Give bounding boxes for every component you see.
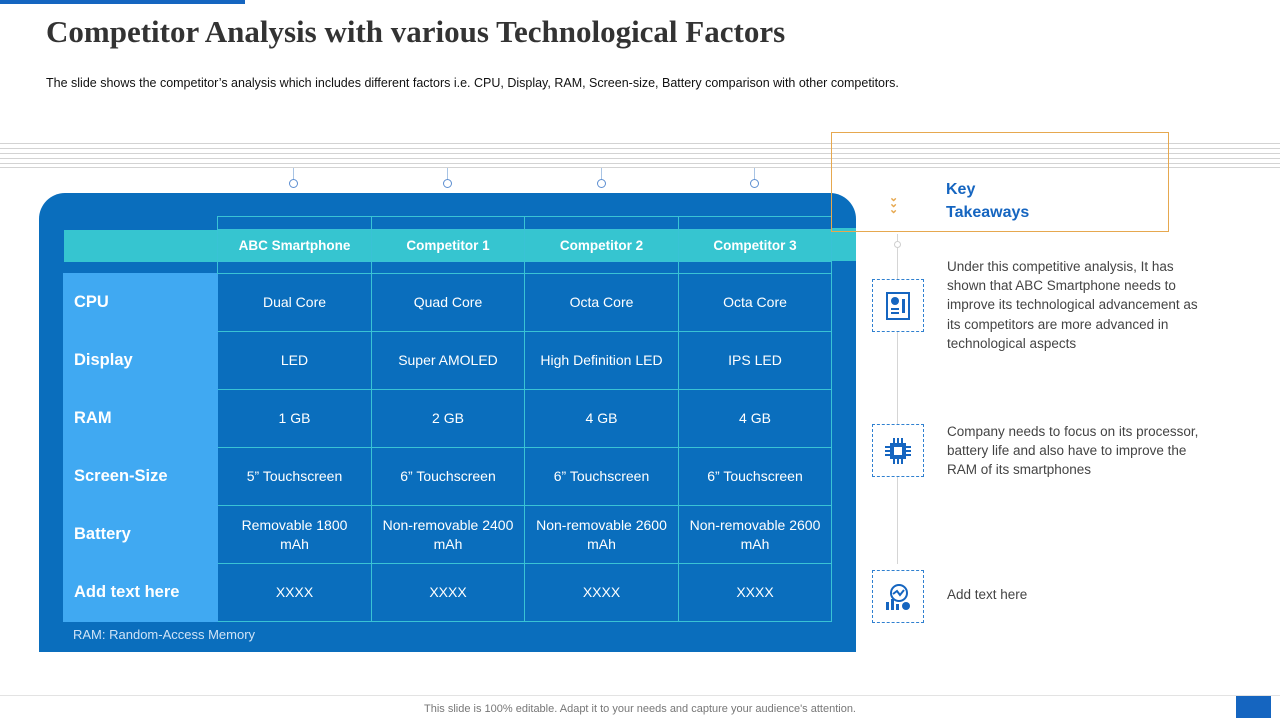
table-cell: 1 GB bbox=[217, 389, 372, 448]
table-cell: 6” Touchscreen bbox=[371, 447, 525, 506]
comparison-table: ABC Smartphone Competitor 1 Competitor 2… bbox=[63, 216, 832, 622]
report-icon bbox=[872, 279, 924, 332]
decorative-lines bbox=[0, 143, 1280, 168]
table-cell: Non-removable 2600 mAh bbox=[678, 505, 832, 564]
table-row: Screen-Size 5” Touchscreen 6” Touchscree… bbox=[63, 447, 832, 506]
column-header: Competitor 2 bbox=[524, 229, 679, 262]
table-cell: Non-removable 2600 mAh bbox=[524, 505, 679, 564]
column-pin-dot bbox=[750, 179, 759, 188]
column-header: Competitor 1 bbox=[371, 229, 525, 262]
table-cell: XXXX bbox=[217, 563, 372, 622]
page-subtitle: The slide shows the competitor’s analysi… bbox=[46, 76, 899, 90]
key-takeaways-heading-line1: Key bbox=[946, 181, 976, 198]
page-title: Competitor Analysis with various Technol… bbox=[46, 14, 786, 49]
table-row: Add text here XXXX XXXX XXXX XXXX bbox=[63, 563, 832, 622]
table-cell: Octa Core bbox=[524, 273, 679, 332]
table-cell: Dual Core bbox=[217, 273, 372, 332]
column-header: Competitor 3 bbox=[678, 229, 832, 262]
table-cell: XXXX bbox=[678, 563, 832, 622]
column-pin-line bbox=[754, 168, 755, 180]
takeaway-text: Company needs to focus on its processor,… bbox=[947, 424, 1199, 478]
table-cell: 2 GB bbox=[371, 389, 525, 448]
table-cell: 5” Touchscreen bbox=[217, 447, 372, 506]
column-pin-line bbox=[447, 168, 448, 180]
takeaway-text: Under this competitive analysis, It has … bbox=[947, 259, 1198, 351]
table-row: Display LED Super AMOLED High Definition… bbox=[63, 331, 832, 390]
header-band-extension bbox=[831, 228, 856, 261]
processor-chip-icon bbox=[872, 424, 924, 477]
table-cell: Non-removable 2400 mAh bbox=[371, 505, 525, 564]
column-pin-line bbox=[293, 168, 294, 180]
row-header: CPU bbox=[63, 273, 218, 332]
table-footnote: RAM: Random-Access Memory bbox=[73, 627, 256, 642]
table-cell: 6” Touchscreen bbox=[524, 447, 679, 506]
table-row: Battery Removable 1800 mAh Non-removable… bbox=[63, 505, 832, 564]
column-pin-dot bbox=[443, 179, 452, 188]
column-header: ABC Smartphone bbox=[217, 229, 372, 262]
column-pin-line bbox=[601, 168, 602, 180]
table-cell: 4 GB bbox=[524, 389, 679, 448]
row-header: Add text here bbox=[63, 563, 218, 622]
row-header: Display bbox=[63, 331, 218, 390]
table-cell: XXXX bbox=[524, 563, 679, 622]
timeline-line bbox=[897, 234, 898, 564]
row-header: Battery bbox=[63, 505, 218, 564]
takeaway-text: Add text here bbox=[947, 587, 1028, 602]
key-takeaways-frame bbox=[831, 132, 1169, 232]
table-cell: Super AMOLED bbox=[371, 331, 525, 390]
corner-accent bbox=[1236, 696, 1271, 718]
table-corner bbox=[63, 229, 218, 262]
analytics-icon bbox=[872, 570, 924, 623]
chevron-down-icon: ⌄ ⌄ ⌄ bbox=[889, 192, 899, 216]
table-cell: 4 GB bbox=[678, 389, 832, 448]
table-cell: IPS LED bbox=[678, 331, 832, 390]
row-header: RAM bbox=[63, 389, 218, 448]
footer-divider bbox=[0, 695, 1280, 696]
table-row: CPU Dual Core Quad Core Octa Core Octa C… bbox=[63, 273, 832, 332]
table-cell: Quad Core bbox=[371, 273, 525, 332]
table-cell: XXXX bbox=[371, 563, 525, 622]
table-cell: LED bbox=[217, 331, 372, 390]
top-accent-bar bbox=[0, 0, 245, 4]
column-pin-dot bbox=[289, 179, 298, 188]
table-cell: Removable 1800 mAh bbox=[217, 505, 372, 564]
table-cell: High Definition LED bbox=[524, 331, 679, 390]
key-takeaways-heading: Key Takeaways bbox=[946, 178, 1029, 224]
footer-text: This slide is 100% editable. Adapt it to… bbox=[424, 703, 856, 715]
column-pin-dot bbox=[597, 179, 606, 188]
table-row: RAM 1 GB 2 GB 4 GB 4 GB bbox=[63, 389, 832, 448]
timeline-dot bbox=[894, 241, 901, 248]
row-header: Screen-Size bbox=[63, 447, 218, 506]
table-cell: Octa Core bbox=[678, 273, 832, 332]
table-cell: 6” Touchscreen bbox=[678, 447, 832, 506]
key-takeaways-heading-line2: Takeaways bbox=[946, 204, 1030, 221]
